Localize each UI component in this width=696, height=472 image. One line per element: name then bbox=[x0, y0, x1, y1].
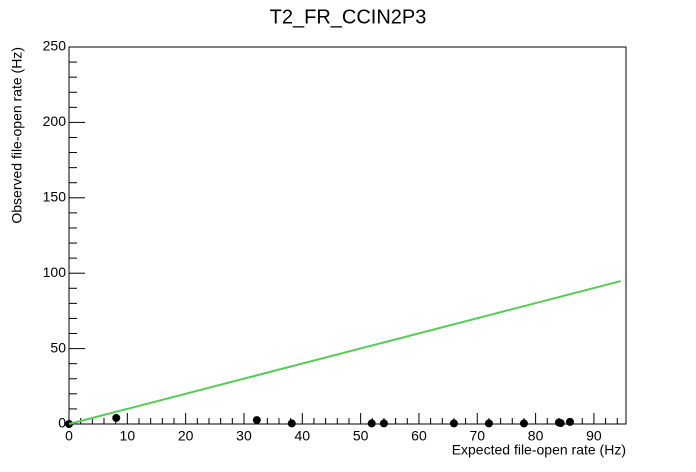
plot-frame bbox=[68, 46, 627, 425]
x-tick-label: 30 bbox=[236, 428, 252, 444]
chart-title: T2_FR_CCIN2P3 bbox=[270, 6, 427, 28]
x-axis-title: Expected file-open rate (Hz) bbox=[452, 442, 626, 458]
x-tick-label: 80 bbox=[528, 428, 544, 444]
x-tick-label: 20 bbox=[178, 428, 194, 444]
y-tick-label: 250 bbox=[43, 38, 67, 54]
y-tick-label: 200 bbox=[43, 113, 67, 129]
fit-line bbox=[68, 280, 622, 425]
data-point bbox=[519, 419, 528, 428]
data-point bbox=[449, 419, 458, 428]
y-tick-label: 50 bbox=[50, 339, 66, 355]
x-tick-label: 60 bbox=[411, 428, 427, 444]
y-axis-title: Observed file-open rate (Hz) bbox=[9, 47, 25, 224]
x-tick-label: 70 bbox=[469, 428, 485, 444]
data-point bbox=[287, 419, 296, 428]
data-point bbox=[556, 419, 565, 428]
x-tick-label: 90 bbox=[586, 428, 602, 444]
y-tick-label: 150 bbox=[43, 189, 67, 205]
data-point bbox=[252, 416, 261, 425]
y-tick-label: 100 bbox=[43, 264, 67, 280]
y-tick-label: 0 bbox=[58, 415, 66, 431]
data-point bbox=[112, 413, 121, 422]
data-point bbox=[484, 419, 493, 428]
data-point bbox=[379, 419, 388, 428]
x-tick-label: 10 bbox=[120, 428, 136, 444]
x-tick-label: 0 bbox=[65, 428, 73, 444]
x-tick-label: 50 bbox=[353, 428, 369, 444]
data-point bbox=[367, 419, 376, 428]
x-tick-label: 40 bbox=[295, 428, 311, 444]
data-point bbox=[566, 417, 575, 426]
